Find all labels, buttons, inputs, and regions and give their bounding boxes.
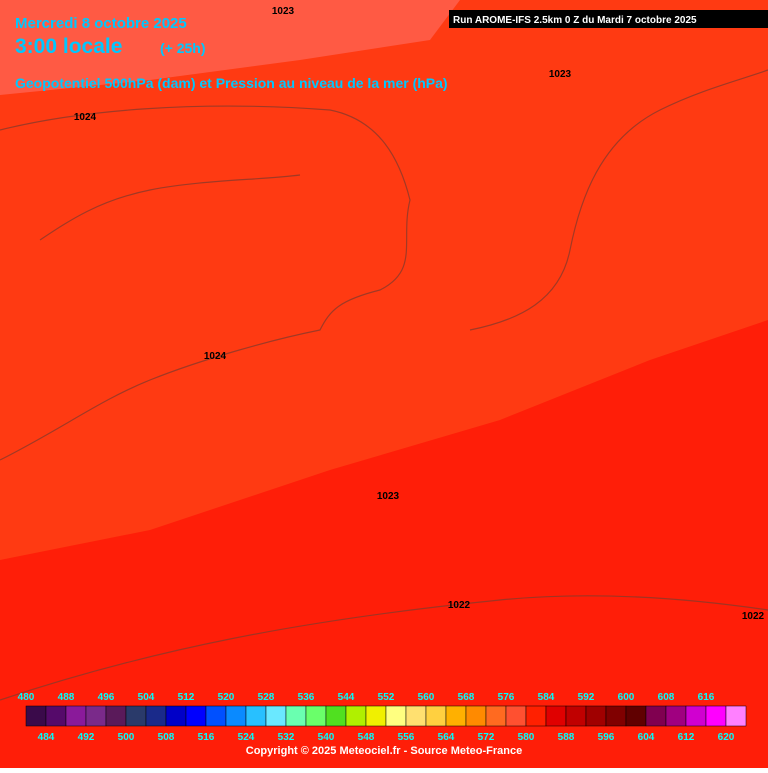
- scale-swatch: [545, 705, 567, 727]
- scale-swatch: [65, 705, 87, 727]
- date: Mercredi 8 octobre 2025: [15, 15, 187, 32]
- scale-swatch: [505, 705, 527, 727]
- scale-swatch: [565, 705, 587, 727]
- scale-label: 608: [658, 692, 675, 703]
- scale-label: 556: [398, 732, 415, 743]
- coastline: [0, 105, 411, 461]
- scale-label: 496: [98, 692, 115, 703]
- scale-label: 604: [638, 732, 655, 743]
- scale-label: 612: [678, 732, 695, 743]
- scale-label: 516: [198, 732, 215, 743]
- scale-label: 508: [158, 732, 175, 743]
- scale-swatch: [265, 705, 287, 727]
- isobar-label: 1024: [204, 351, 227, 362]
- scale-label: 488: [58, 692, 75, 703]
- copyright: Copyright © 2025 Meteociel.fr - Source M…: [246, 745, 522, 757]
- scale-swatch: [125, 705, 147, 727]
- scale-label: 620: [718, 732, 735, 743]
- isobar-label: 1022: [742, 611, 765, 622]
- border: [0, 595, 768, 701]
- scale-swatch: [165, 705, 187, 727]
- scale-label: 520: [218, 692, 235, 703]
- scale-label: 596: [598, 732, 615, 743]
- isobar-label: 1024: [74, 112, 97, 123]
- lead: (+ 25h): [160, 40, 206, 56]
- scale-swatch: [425, 705, 447, 727]
- scale-label: 584: [538, 692, 555, 703]
- subtitle: Geopotentiel 500hPa (dam) et Pression au…: [15, 75, 448, 91]
- zone-light: [0, 0, 460, 95]
- scale-swatch: [665, 705, 687, 727]
- scale-swatch: [705, 705, 727, 727]
- scale-label: 572: [478, 732, 495, 743]
- scale-label: 576: [498, 692, 515, 703]
- scale-swatch: [305, 705, 327, 727]
- isobar-label: 1023: [549, 69, 572, 80]
- scale-swatch: [25, 705, 47, 727]
- scale-label: 524: [238, 732, 255, 743]
- scale-swatch: [185, 705, 207, 727]
- zone-red: [0, 320, 768, 768]
- scale-swatch: [45, 705, 67, 727]
- scale-label: 564: [438, 732, 455, 743]
- scale-swatch: [325, 705, 347, 727]
- scale-label: 500: [118, 732, 135, 743]
- scale-swatch: [605, 705, 627, 727]
- scale-swatch: [85, 705, 107, 727]
- scale-label: 532: [278, 732, 295, 743]
- scale-swatch: [725, 705, 747, 727]
- scale-swatch: [685, 705, 707, 727]
- isobar-label: 1022: [448, 600, 471, 611]
- run: Run AROME-IFS 2.5km 0 Z du Mardi 7 octob…: [453, 15, 697, 26]
- scale-swatch: [345, 705, 367, 727]
- scale-swatch: [485, 705, 507, 727]
- scale-swatch: [365, 705, 387, 727]
- coastline: [39, 174, 301, 241]
- scale-label: 480: [18, 692, 35, 703]
- scale-swatch: [445, 705, 467, 727]
- scale-label: 536: [298, 692, 315, 703]
- isobar-label: 1023: [272, 6, 295, 17]
- scale-swatch: [145, 705, 167, 727]
- scale-label: 544: [338, 692, 355, 703]
- scale-label: 540: [318, 732, 335, 743]
- scale-swatch: [585, 705, 607, 727]
- scale-swatch: [645, 705, 667, 727]
- scale-label: 568: [458, 692, 475, 703]
- scale-label: 504: [138, 692, 155, 703]
- scale-swatch: [405, 705, 427, 727]
- scale-label: 528: [258, 692, 275, 703]
- time: 3:00 locale: [15, 35, 122, 58]
- scale-label: 552: [378, 692, 395, 703]
- isobar-label: 1023: [377, 491, 400, 502]
- scale-label: 616: [698, 692, 715, 703]
- scale-label: 548: [358, 732, 375, 743]
- scale-swatch: [105, 705, 127, 727]
- scale-swatch: [625, 705, 647, 727]
- scale-label: 492: [78, 732, 95, 743]
- coastline: [469, 69, 768, 331]
- scale-swatch: [225, 705, 247, 727]
- scale-label: 512: [178, 692, 195, 703]
- overlay: 1023 1023 1024 1024 1023 1022 1022 480 484 488 492…: [18, 6, 765, 743]
- scale-label: 484: [38, 732, 55, 743]
- scale-swatch: [385, 705, 407, 727]
- scale-label: 600: [618, 692, 635, 703]
- scale-label: 592: [578, 692, 595, 703]
- scale-label: 580: [518, 732, 535, 743]
- scale-label: 588: [558, 732, 575, 743]
- scale-label: 560: [418, 692, 435, 703]
- scale-swatch: [245, 705, 267, 727]
- scale-swatch: [285, 705, 307, 727]
- scale-swatch: [205, 705, 227, 727]
- scale-swatch: [465, 705, 487, 727]
- run-box: [449, 10, 768, 28]
- scale-swatch: [525, 705, 547, 727]
